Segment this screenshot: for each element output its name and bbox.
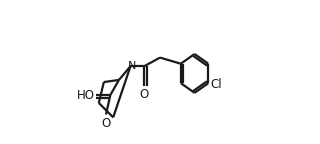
Text: Cl: Cl [211,78,222,91]
Text: O: O [140,88,149,101]
Text: HO: HO [76,89,94,102]
Text: N: N [128,60,136,71]
Text: O: O [101,117,110,130]
